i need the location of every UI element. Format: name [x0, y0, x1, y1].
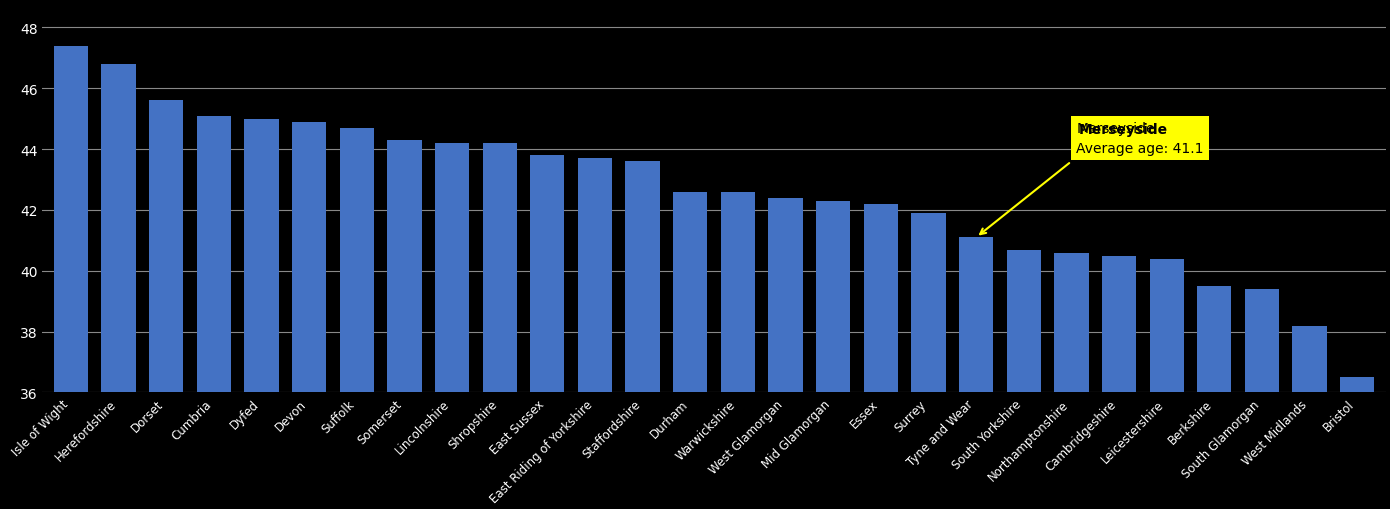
Bar [388, 141, 421, 393]
Bar [959, 238, 994, 393]
Bar [245, 120, 278, 393]
Bar [721, 192, 755, 393]
Text: Merseyside
Average age: 41.1: Merseyside Average age: 41.1 [1076, 122, 1204, 156]
Text: Merseyside: Merseyside [1079, 123, 1168, 137]
Bar [863, 205, 898, 393]
Bar [912, 214, 945, 393]
Bar [673, 192, 708, 393]
Bar [54, 47, 88, 393]
Bar [149, 101, 183, 393]
Bar [1054, 253, 1088, 393]
Bar [578, 159, 612, 393]
Bar [1340, 378, 1375, 393]
Bar [530, 156, 564, 393]
Bar [482, 144, 517, 393]
Bar [196, 117, 231, 393]
Bar [1150, 259, 1184, 393]
Bar [626, 162, 660, 393]
Bar [1245, 290, 1279, 393]
Bar [292, 123, 327, 393]
Bar [1197, 287, 1232, 393]
Bar [435, 144, 470, 393]
Bar [816, 202, 851, 393]
Bar [1293, 326, 1327, 393]
Bar [1006, 250, 1041, 393]
Bar [769, 199, 802, 393]
Bar [101, 65, 136, 393]
Bar [1102, 256, 1136, 393]
Bar [339, 129, 374, 393]
